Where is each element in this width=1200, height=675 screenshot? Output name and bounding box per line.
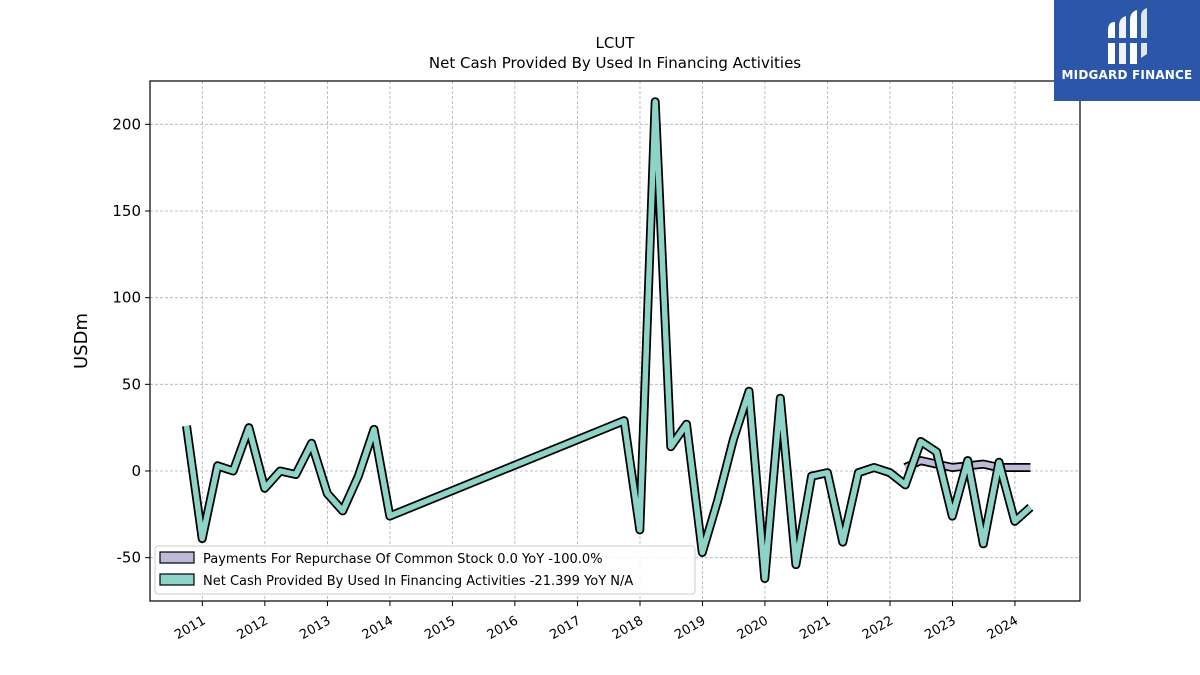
y-tick-label: 200 xyxy=(112,115,141,133)
grid xyxy=(150,81,1080,601)
x-tick-label: 2015 xyxy=(422,613,458,643)
y-tick-label: -50 xyxy=(117,549,142,567)
x-tick-label: 2024 xyxy=(985,613,1021,643)
legend-swatch-financing xyxy=(159,573,195,586)
x-tick-label: 2016 xyxy=(485,613,521,643)
x-tick-label: 2017 xyxy=(547,613,583,643)
brand-name: MIDGARD FINANCE xyxy=(1061,68,1193,82)
chart-subtitle: Net Cash Provided By Used In Financing A… xyxy=(429,54,801,72)
series-line-net-cash-financing-outline xyxy=(182,97,1034,583)
x-tick-label: 2011 xyxy=(172,613,208,643)
x-tick-label: 2020 xyxy=(735,613,771,643)
x-tick-label: 2013 xyxy=(297,613,333,643)
y-tick-label: 150 xyxy=(112,202,141,220)
x-tick-label: 2019 xyxy=(672,613,708,643)
x-tick-label: 2012 xyxy=(235,613,271,643)
x-tick-label: 2022 xyxy=(860,613,896,643)
y-axis-label: USDm xyxy=(71,313,92,369)
y-axis: -50 0 50 100 150 200 xyxy=(112,115,150,567)
chart-title: LCUT xyxy=(596,34,636,52)
legend-label-financing: Net Cash Provided By Used In Financing A… xyxy=(203,574,633,589)
midgard-logo-icon xyxy=(1108,8,1147,64)
legend-box xyxy=(154,545,696,595)
x-tick-label: 2023 xyxy=(922,613,958,643)
brand-logo: MIDGARD FINANCE xyxy=(1054,0,1200,101)
series-line-net-cash-financing xyxy=(182,97,1034,583)
legend: Payments For Repurchase Of Common Stock … xyxy=(154,545,696,595)
x-tick-label: 2014 xyxy=(360,613,396,643)
y-tick-label: 100 xyxy=(112,289,141,307)
y-tick-label: 0 xyxy=(131,462,141,480)
x-tick-label: 2018 xyxy=(610,613,646,643)
x-axis: 2011 2012 2013 2014 2015 2016 2017 2018 2019 2020… xyxy=(172,601,1021,643)
y-tick-label: 50 xyxy=(122,375,141,393)
legend-label-payments: Payments For Repurchase Of Common Stock … xyxy=(203,552,603,567)
x-tick-label: 2021 xyxy=(797,613,833,643)
plot-area-frame xyxy=(149,80,1081,602)
legend-swatch-payments xyxy=(159,551,195,564)
series-line-net-cash-financing-fill xyxy=(183,99,1033,582)
series-layer xyxy=(182,97,1034,583)
